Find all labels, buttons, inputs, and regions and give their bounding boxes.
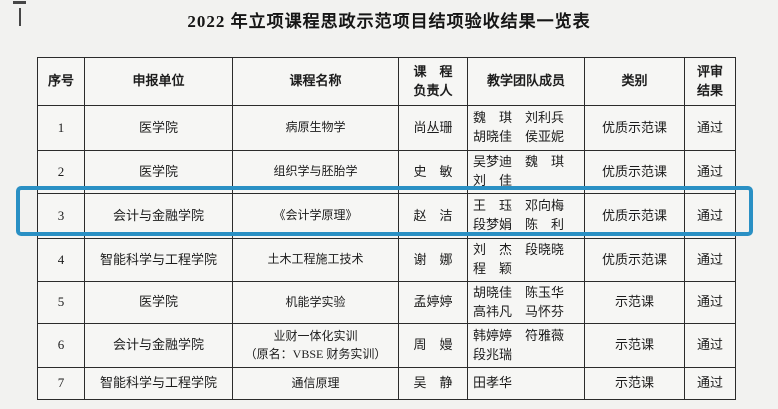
cell-unit: 智能科学与工程学院 [84,238,233,282]
cell-course: 机能学实验 [232,281,399,324]
cell-result: 通过 [684,367,736,400]
cell-leader: 赵 洁 [398,193,468,239]
results-table: 序号 申报单位 课程名称 课 程 负责人 教学团队成员 类别 评审 结果 1 医… [37,57,736,400]
cell-unit: 会计与金融学院 [84,323,233,368]
cell-team: 吴梦迪 魏 琪 刘 佳 [467,150,585,194]
cell-seq: 7 [37,367,85,400]
cell-leader: 孟婷婷 [398,281,468,324]
cell-leader: 吴 静 [398,367,468,400]
page-title: 2022 年立项课程思政示范项目结项验收结果一览表 [187,12,591,31]
cell-result: 通过 [684,281,736,324]
cell-category: 示范课 [584,323,685,368]
header-team: 教学团队成员 [467,57,585,106]
cell-result: 通过 [684,323,736,368]
header-course: 课程名称 [232,57,399,106]
cell-unit: 智能科学与工程学院 [84,367,233,400]
cell-team: 田孝华 [467,367,585,400]
table-row: 4 智能科学与工程学院 土木工程施工技术 谢 娜 刘 杰 段晓晓 程 颖 优质示… [37,238,736,282]
header-leader: 课 程 负责人 [398,57,468,106]
cell-seq: 4 [37,238,85,282]
header-unit: 申报单位 [84,57,233,106]
scan-artifact-mark [13,1,26,4]
cell-course: 《会计学原理》 [232,193,399,239]
cell-seq: 1 [37,105,85,151]
cell-team: 魏 琪 刘利兵 胡晓佳 侯亚妮 [467,105,585,151]
cell-category: 优质示范课 [584,238,685,282]
cell-seq: 3 [37,193,85,239]
cell-result: 通过 [684,105,736,151]
cell-course: 业财一体化实训 （原名：VBSE 财务实训） [232,323,399,368]
header-result: 评审 结果 [684,57,736,106]
cell-seq: 5 [37,281,85,324]
cell-team: 刘 杰 段晓晓 程 颖 [467,238,585,282]
scan-artifact-mark [19,8,21,26]
cell-result: 通过 [684,150,736,194]
cell-category: 示范课 [584,367,685,400]
cell-team: 胡晓佳 陈玉华 高祎凡 马怀芬 [467,281,585,324]
table-row: 1 医学院 病原生物学 尚丛珊 魏 琪 刘利兵 胡晓佳 侯亚妮 优质示范课 通过 [37,105,736,151]
cell-unit: 医学院 [84,150,233,194]
cell-leader: 周 嫚 [398,323,468,368]
table-header-row: 序号 申报单位 课程名称 课 程 负责人 教学团队成员 类别 评审 结果 [37,57,736,106]
header-seq: 序号 [37,57,85,106]
cell-course: 病原生物学 [232,105,399,151]
table-row: 7 智能科学与工程学院 通信原理 吴 静 田孝华 示范课 通过 [37,367,736,400]
cell-team: 韩婷婷 符雅薇 段兆瑞 [467,323,585,368]
cell-result: 通过 [684,238,736,282]
cell-course: 土木工程施工技术 [232,238,399,282]
cell-seq: 2 [37,150,85,194]
table-row-highlighted: 3 会计与金融学院 《会计学原理》 赵 洁 王 珏 邓向梅 段梦娟 陈 利 优质… [37,193,736,239]
table-row: 5 医学院 机能学实验 孟婷婷 胡晓佳 陈玉华 高祎凡 马怀芬 示范课 通过 [37,281,736,324]
table-row: 2 医学院 组织学与胚胎学 史 敏 吴梦迪 魏 琪 刘 佳 优质示范课 通过 [37,150,736,194]
cell-category: 示范课 [584,281,685,324]
cell-category: 优质示范课 [584,105,685,151]
cell-course: 组织学与胚胎学 [232,150,399,194]
cell-unit: 会计与金融学院 [84,193,233,239]
cell-unit: 医学院 [84,105,233,151]
cell-unit: 医学院 [84,281,233,324]
cell-leader: 尚丛珊 [398,105,468,151]
table-row: 6 会计与金融学院 业财一体化实训 （原名：VBSE 财务实训） 周 嫚 韩婷婷… [37,323,736,368]
header-category: 类别 [584,57,685,106]
cell-team: 王 珏 邓向梅 段梦娟 陈 利 [467,193,585,239]
cell-leader: 史 敏 [398,150,468,194]
cell-seq: 6 [37,323,85,368]
cell-leader: 谢 娜 [398,238,468,282]
cell-category: 优质示范课 [584,150,685,194]
cell-category: 优质示范课 [584,193,685,239]
cell-result: 通过 [684,193,736,239]
cell-course: 通信原理 [232,367,399,400]
